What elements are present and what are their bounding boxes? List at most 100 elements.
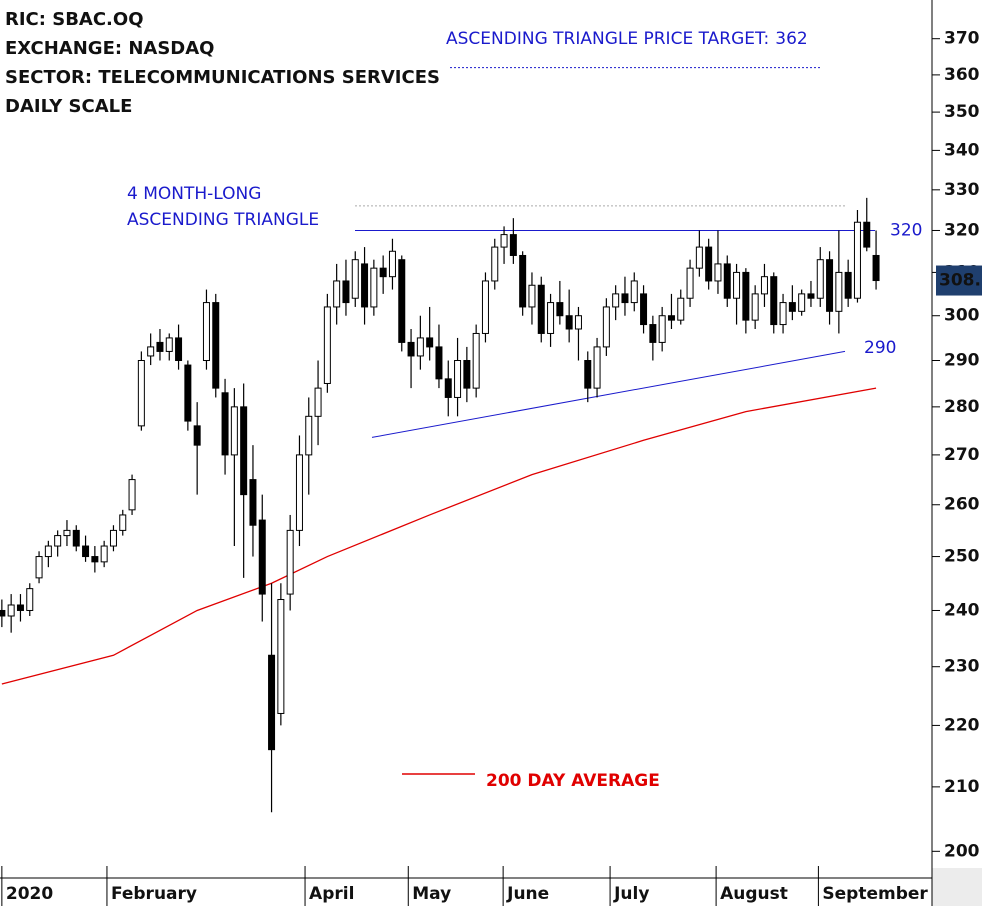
candle-body <box>714 263 722 282</box>
y-tick-label: 240 <box>944 600 980 620</box>
candle-body <box>816 259 824 299</box>
y-tick-label: 290 <box>944 351 980 371</box>
candle-body <box>82 545 90 558</box>
candle-body <box>398 259 406 343</box>
candle-body <box>630 280 638 304</box>
candle-body <box>705 246 713 282</box>
y-tick-label: 260 <box>944 495 980 515</box>
candle-body <box>547 302 555 334</box>
candle-body <box>100 545 108 563</box>
candle-body <box>565 315 573 330</box>
candle-body <box>370 267 378 308</box>
candle-body <box>742 271 750 321</box>
y-tick-label: 340 <box>944 140 980 160</box>
candle-body <box>640 293 648 326</box>
candle-body <box>212 302 220 389</box>
legend-label: 200 DAY AVERAGE <box>486 771 660 791</box>
candle-body <box>835 271 843 312</box>
candle-body <box>26 588 34 611</box>
last-price-label: 308.1 <box>939 271 982 291</box>
candle-body <box>137 360 145 427</box>
y-tick-label: 300 <box>944 306 980 326</box>
header-line: RIC: SBAC.OQ <box>5 9 144 30</box>
candle-body <box>379 267 387 278</box>
candle-body <box>751 293 759 321</box>
candle-body <box>649 324 657 343</box>
candle-body <box>388 250 396 278</box>
y-tick-label: 230 <box>944 657 980 677</box>
candle-body <box>407 341 415 357</box>
candle-body <box>593 346 601 389</box>
candle-body <box>853 221 861 299</box>
candle-body <box>779 302 787 326</box>
candle-body <box>128 479 136 511</box>
support-label: 290 <box>864 338 896 358</box>
candle-body <box>249 479 257 526</box>
candle-body <box>277 599 285 714</box>
candle-body <box>481 280 489 334</box>
x-tick-label: February <box>111 884 197 904</box>
candle-body <box>500 234 508 248</box>
candle-body <box>612 293 620 308</box>
resistance-label: 320 <box>890 220 922 240</box>
y-tick-label: 210 <box>944 777 980 797</box>
x-tick-label: August <box>720 884 788 904</box>
candle-body <box>240 406 248 496</box>
y-tick-label: 250 <box>944 547 980 567</box>
candle-body <box>305 415 313 456</box>
candle-body <box>54 535 62 547</box>
candle-body <box>863 221 871 248</box>
candle-body <box>584 360 592 389</box>
candle-body <box>286 529 294 595</box>
candle-body <box>416 337 424 357</box>
triangle-label: 4 MONTH-LONG <box>127 184 261 204</box>
candle-body <box>109 529 117 547</box>
candle-body <box>184 364 192 422</box>
candle-body <box>333 280 341 308</box>
candle-body <box>165 337 173 352</box>
candle-body <box>0 609 6 617</box>
moving-average <box>1 387 877 685</box>
candle-body <box>621 293 629 304</box>
candle-body <box>844 271 852 299</box>
candle-body <box>556 302 564 317</box>
header-line: EXCHANGE: NASDAQ <box>5 38 214 59</box>
candle-body <box>872 254 880 282</box>
candle-body <box>221 392 229 456</box>
candle-body <box>491 246 499 282</box>
last-price-box <box>936 265 982 296</box>
candle-body <box>258 519 266 595</box>
candle-body <box>156 341 164 352</box>
candle-body <box>826 259 834 312</box>
candle-body <box>7 604 15 617</box>
candle-body <box>63 529 71 537</box>
candle-body <box>147 346 155 357</box>
y-tick-label: 200 <box>944 841 980 861</box>
candle-body <box>798 293 806 312</box>
candle-body <box>574 315 582 330</box>
candle-body <box>119 514 127 531</box>
y-tick-label: 270 <box>944 445 980 465</box>
candle-body <box>519 254 527 308</box>
x-tick-label: July <box>613 884 649 904</box>
candle-body <box>435 346 443 380</box>
candle-body <box>454 360 462 398</box>
y-tick-label: 330 <box>944 180 980 200</box>
candle-body <box>72 529 80 547</box>
candle-body <box>193 425 201 446</box>
triangle-label: ASCENDING TRIANGLE <box>127 210 319 230</box>
candle-body <box>44 545 52 558</box>
candle-body <box>426 337 434 348</box>
candle-body <box>686 267 694 299</box>
candle-body <box>16 604 24 611</box>
candle-body <box>342 280 350 304</box>
candle-body <box>528 284 536 308</box>
candle-body <box>323 306 331 384</box>
candle-body <box>444 378 452 398</box>
target-value: 362 <box>775 29 807 49</box>
x-tick-label: April <box>309 884 354 904</box>
candle-body <box>760 276 768 295</box>
y-tick-label: 370 <box>944 29 980 49</box>
candle-body <box>472 332 480 389</box>
